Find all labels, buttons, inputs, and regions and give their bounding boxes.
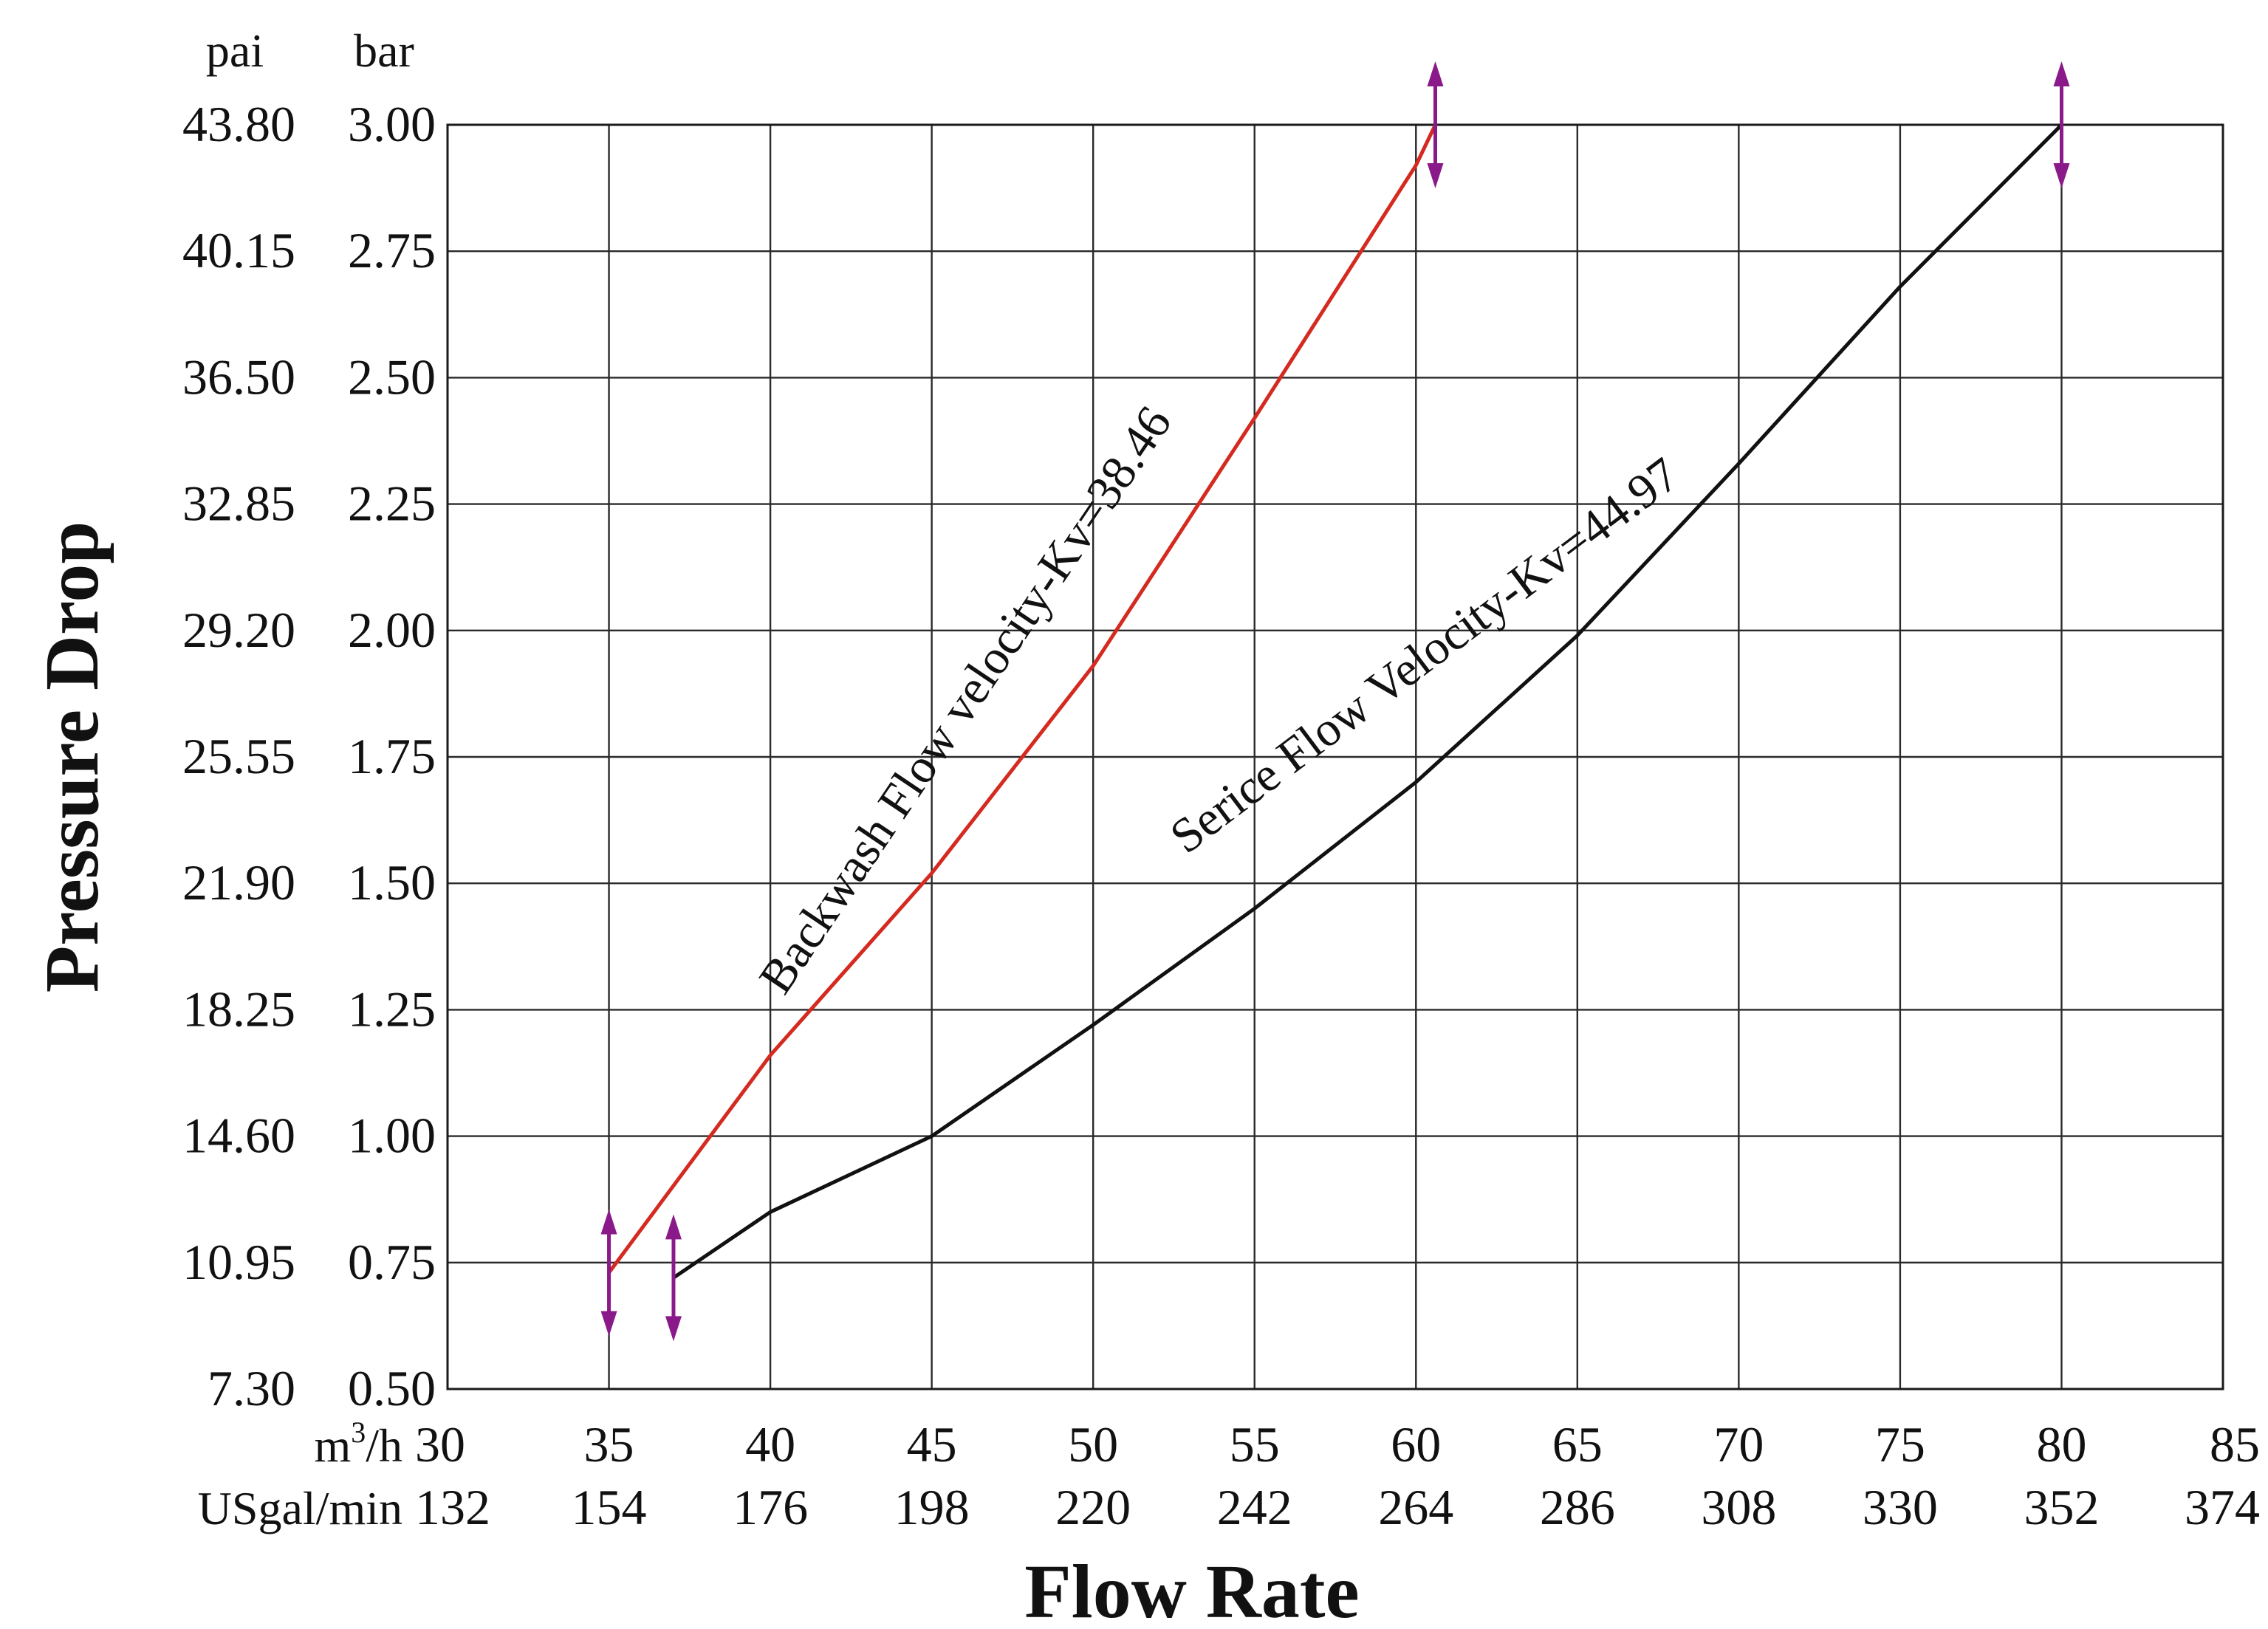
x-tick-label-m3h: 65: [1552, 1416, 1603, 1472]
y-tick-labels: 7.30 0.50 10.95 0.75 14.60 1.00 18.25 1.25 21.90…: [182, 96, 436, 1416]
x-tick-label-usgal: 374: [2185, 1479, 2260, 1535]
x-unit-m3h: m3/h: [314, 1416, 402, 1472]
y-tick-label-psi: 10.95: [182, 1234, 295, 1290]
x-tick-label-m3h: 30: [415, 1416, 465, 1472]
y-tick-label-bar: 2.25: [348, 476, 436, 532]
y-axis-title: Pressure Drop: [30, 521, 114, 992]
y-tick-label-bar: 1.00: [348, 1108, 436, 1164]
x-tick-label-m3h: 85: [2210, 1416, 2260, 1472]
x-tick-label-m3h: 80: [2036, 1416, 2086, 1472]
x-tick-label-usgal: 286: [1540, 1479, 1615, 1535]
x-tick-label-m3h: 60: [1391, 1416, 1441, 1472]
y-tick-label-psi: 21.90: [182, 854, 295, 910]
x-tick-label-usgal: 132: [415, 1479, 490, 1535]
y-unit-bar: bar: [354, 24, 414, 77]
x-tick-label-usgal: 242: [1217, 1479, 1292, 1535]
y-unit-psi: pai: [206, 24, 264, 77]
y-tick-label-bar: 2.75: [348, 222, 436, 278]
range-marker-arrow: [601, 1209, 617, 1336]
x-tick-label-usgal: 154: [572, 1479, 647, 1535]
x-axis-title: Flow Rate: [1024, 1549, 1359, 1629]
grid: [448, 125, 2223, 1389]
x-tick-label-m3h: 75: [1875, 1416, 1925, 1472]
x-tick-label-usgal: 330: [1863, 1479, 1938, 1535]
service-curve-label: Serice Flow Velocity-Kv=44.97: [1160, 447, 1688, 864]
x-tick-labels: 30 132 35 154 40 176 45 198 50 220 55 242 60 264 65 286…: [415, 1416, 2260, 1535]
x-tick-label-m3h: 45: [907, 1416, 957, 1472]
x-tick-label-m3h: 35: [584, 1416, 634, 1472]
x-tick-label-m3h: 70: [1713, 1416, 1764, 1472]
y-tick-label-psi: 7.30: [208, 1360, 295, 1416]
backwash-curve-label: Backwash Flow velocity-Kv=38.46: [749, 397, 1182, 1004]
x-tick-label-usgal: 176: [733, 1479, 808, 1535]
y-tick-label-bar: 0.50: [348, 1360, 436, 1416]
x-tick-label-m3h: 50: [1068, 1416, 1118, 1472]
y-tick-label-bar: 1.25: [348, 981, 436, 1037]
x-tick-label-usgal: 220: [1055, 1479, 1131, 1535]
x-unit-usgal: USgal/min: [198, 1482, 402, 1534]
y-tick-label-bar: 1.75: [348, 728, 436, 784]
y-tick-label-psi: 14.60: [182, 1108, 295, 1164]
x-tick-label-usgal: 352: [2024, 1479, 2099, 1535]
x-tick-label-m3h: 40: [745, 1416, 795, 1472]
y-tick-label-bar: 0.75: [348, 1234, 436, 1290]
y-tick-label-psi: 43.80: [182, 96, 295, 152]
x-tick-label-m3h: 55: [1230, 1416, 1280, 1472]
y-tick-label-bar: 3.00: [348, 96, 436, 152]
y-tick-label-psi: 18.25: [182, 981, 295, 1037]
range-marker-arrow: [665, 1214, 682, 1341]
backwash-curve: [609, 125, 1436, 1273]
x-tick-label-usgal: 198: [894, 1479, 970, 1535]
y-tick-label-psi: 32.85: [182, 476, 295, 532]
y-tick-label-psi: 36.50: [182, 349, 295, 405]
y-tick-label-bar: 2.50: [348, 349, 436, 405]
y-tick-label-psi: 29.20: [182, 602, 295, 658]
y-tick-label-bar: 1.50: [348, 854, 436, 910]
x-tick-label-usgal: 264: [1378, 1479, 1453, 1535]
y-tick-label-psi: 25.55: [182, 728, 295, 784]
y-tick-label-psi: 40.15: [182, 222, 295, 278]
y-tick-label-bar: 2.00: [348, 602, 436, 658]
x-tick-label-usgal: 308: [1701, 1479, 1776, 1535]
